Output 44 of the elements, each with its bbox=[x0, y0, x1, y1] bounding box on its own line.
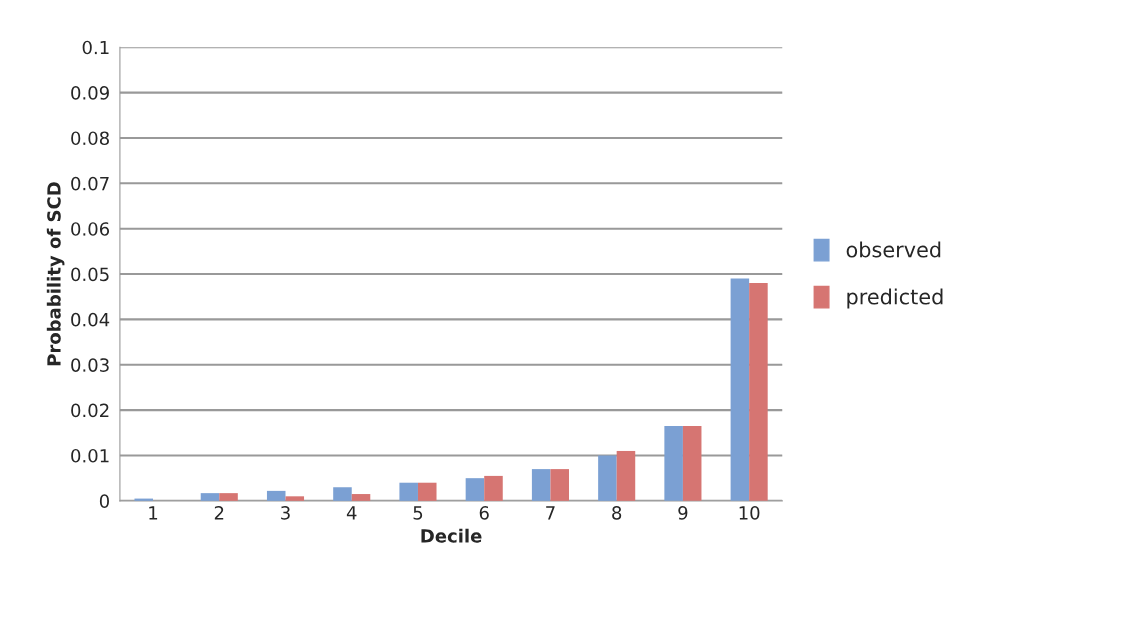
y-tick-label: 0.02 bbox=[71, 403, 109, 418]
y-tick-label: 0.08 bbox=[71, 131, 109, 146]
y-tick-label: 0 bbox=[99, 494, 109, 508]
bar bbox=[200, 493, 220, 501]
bar bbox=[351, 494, 371, 501]
x-tick-label: 4 bbox=[346, 506, 357, 520]
y-tick-label: 0.1 bbox=[82, 40, 109, 55]
bar bbox=[134, 498, 154, 501]
bar bbox=[598, 455, 617, 501]
bar bbox=[333, 487, 352, 501]
y-tick-label: 0.06 bbox=[71, 222, 110, 236]
y-tick-label: 0.07 bbox=[71, 176, 109, 191]
bar bbox=[285, 496, 305, 501]
bar bbox=[682, 426, 702, 501]
y-tick-label: 0.09 bbox=[71, 86, 109, 100]
x-tick-label: 3 bbox=[281, 506, 290, 520]
y-tick-label: 0.05 bbox=[71, 267, 109, 282]
y-tick-label: 0.04 bbox=[71, 312, 110, 327]
x-axis-title: Decile bbox=[421, 528, 482, 543]
y-axis-title: Probability of SCD bbox=[46, 182, 65, 366]
bar bbox=[219, 493, 238, 501]
legend-label: observed bbox=[846, 241, 941, 258]
y-tick-label: 0.01 bbox=[71, 448, 109, 463]
bar bbox=[531, 469, 551, 501]
x-tick-label: 8 bbox=[612, 506, 622, 520]
x-tick-label: 6 bbox=[479, 506, 489, 520]
x-tick-label: 5 bbox=[413, 506, 423, 520]
bar bbox=[749, 283, 768, 501]
bar bbox=[484, 475, 503, 501]
x-tick-label: 9 bbox=[678, 506, 688, 520]
x-tick-label: 1 bbox=[149, 506, 158, 520]
x-tick-label: 10 bbox=[739, 506, 760, 520]
x-tick-label: 2 bbox=[214, 506, 224, 520]
bar bbox=[266, 490, 286, 501]
bar bbox=[550, 469, 569, 501]
bar bbox=[417, 482, 437, 501]
bar bbox=[399, 482, 418, 501]
bar bbox=[730, 278, 750, 501]
bar bbox=[465, 478, 485, 501]
bar bbox=[616, 450, 636, 501]
y-tick-label: 0.03 bbox=[71, 358, 109, 372]
x-tick-label: 7 bbox=[546, 506, 555, 520]
bar bbox=[664, 426, 683, 501]
legend-label: predicted bbox=[847, 288, 943, 309]
